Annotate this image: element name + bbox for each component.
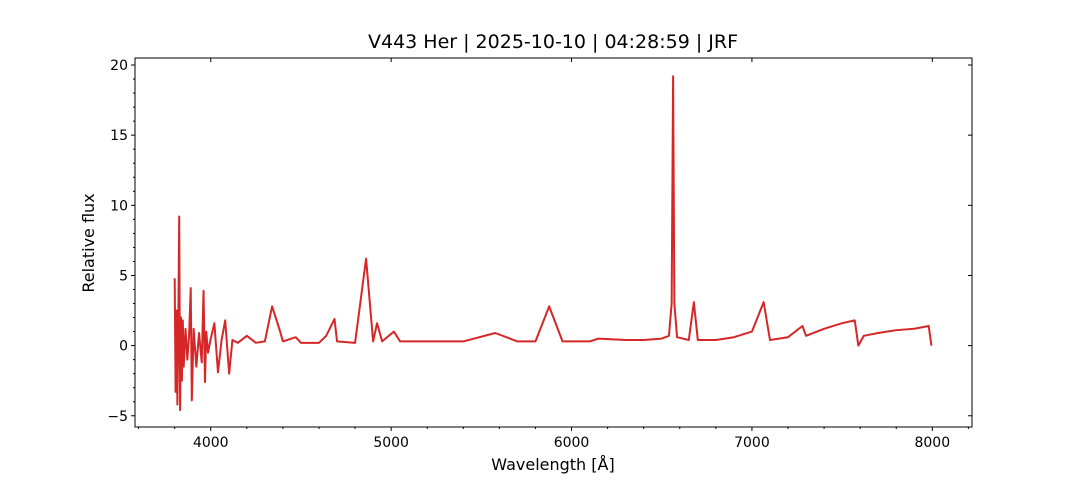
x-tick-label: 6000 <box>554 435 590 451</box>
y-tick-label: 10 <box>110 198 128 214</box>
x-tick-label: 8000 <box>914 435 950 451</box>
x-tick-label: 7000 <box>734 435 770 451</box>
plot-area <box>173 75 933 412</box>
x-tick-label: 4000 <box>193 435 229 451</box>
chart-title: V443 Her | 2025-10-10 | 04:28:59 | JRF <box>368 31 738 53</box>
minor-ticks <box>133 78 969 429</box>
y-axis-label: Relative flux <box>79 193 98 292</box>
y-tick-label: 0 <box>119 339 128 355</box>
spectrum-line <box>173 75 933 412</box>
y-tick-label: 20 <box>110 58 128 74</box>
x-axis-label: Wavelength [Å] <box>491 455 614 474</box>
y-tick-label: 5 <box>119 268 128 284</box>
x-axis-ticks: 4000 5000 6000 7000 8000 <box>193 58 950 451</box>
x-tick-label: 5000 <box>373 435 409 451</box>
y-tick-label: 15 <box>110 128 128 144</box>
plot-frame <box>134 57 973 428</box>
y-axis-ticks: −5 0 5 10 15 20 <box>107 58 972 425</box>
y-tick-label: −5 <box>107 409 128 425</box>
